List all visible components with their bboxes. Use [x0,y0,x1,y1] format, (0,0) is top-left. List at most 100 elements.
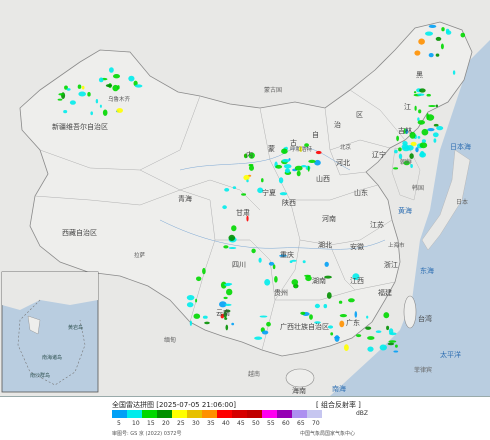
inset-dashed-line [17,299,86,386]
radar-echo [259,315,268,318]
radar-echo [220,313,224,319]
radar-echo [419,88,426,93]
label-neimenggu-5: 治 [334,121,341,129]
radar-echo [299,146,303,152]
radar-echo [78,91,86,97]
radar-echo [202,267,206,275]
radar-echo [246,179,249,183]
legend-swatch [202,410,217,418]
radar-echo [296,170,301,177]
radar-echo [402,141,408,146]
radar-echo [352,273,360,281]
radar-echo [324,275,332,279]
radar-echo [63,110,68,114]
radar-echo [414,50,421,56]
label-inset-nansha: 南沙群岛 [30,373,51,379]
radar-echo [254,336,263,340]
radar-echo [427,128,435,132]
legend-tick: 40 [222,420,230,427]
radar-echo [338,300,343,304]
label-neimenggu-3: 古 [290,139,297,147]
legend-swatch [172,410,187,418]
radar-echo [219,301,227,308]
hainan-island [285,368,315,388]
label-city-huhehaote: 呼和浩特 [290,147,313,153]
radar-echo [128,75,135,82]
radar-echo [398,147,402,152]
label-jiangsu: 江苏 [370,221,384,229]
legend-swatch [187,410,202,418]
radar-echo [309,314,313,320]
legend-panel [0,396,490,440]
radar-echo [204,321,210,325]
radar-echo [388,340,397,343]
radar-echo [69,100,76,105]
radar-echo [330,332,334,336]
legend-swatch [157,410,172,418]
radar-echo [314,159,321,166]
radar-echo [189,320,192,326]
radar-echo [441,27,445,32]
radar-echo [435,53,440,57]
legend-product[interactable]: [ 组合反射率 ] [316,401,361,409]
map-canvas [0,0,490,396]
radar-echo [264,279,271,286]
radar-echo [348,298,355,303]
radar-echo [231,225,237,232]
radar-echo [339,320,345,328]
radar-echo [421,139,426,143]
radar-echo [95,99,99,104]
radar-echo [419,152,426,158]
legend-tick-labels: 5 10 15 20 25 30 35 40 45 50 55 60 65 70 [112,420,352,428]
label-nanhai: 南海 [332,385,346,393]
radar-echo [428,24,437,28]
legend-swatch [277,410,292,418]
radar-echo [417,93,425,96]
province-borders [34,89,406,351]
radar-echo [433,123,439,127]
radar-echo [246,215,249,222]
label-yuenan: 越南 [248,371,261,378]
radar-echo [195,298,198,303]
radar-echo [291,259,297,262]
label-hunan: 湖南 [312,277,326,285]
radar-echo [365,326,372,330]
label-guangxi: 广西壮族自治区 [280,323,329,331]
label-neimenggu-6: 区 [356,111,363,119]
radar-echo [452,70,456,75]
label-xinjiang: 新疆维吾尔自治区 [52,123,108,131]
radar-echo [393,350,399,353]
japan-land [421,149,471,251]
radar-echo [113,74,120,79]
radar-echo [294,165,303,171]
legend-swatch [247,410,262,418]
radar-echo [261,330,269,335]
radar-map[interactable]: 新疆维吾尔自治区 西藏自治区 青海 内 蒙 古 自 治 区 黑 江 吉林 辽宁 … [0,0,490,396]
radar-echo [375,330,382,334]
radar-echo [272,264,276,270]
radar-echo [367,336,375,340]
label-zhejiang: 浙江 [384,261,398,269]
legend-tick: 45 [237,420,245,427]
radar-echo [248,152,255,159]
radar-echo [57,98,63,101]
radar-echo [409,131,416,139]
radar-echo [440,43,444,50]
radar-echo [223,245,229,249]
radar-echo [279,254,287,257]
radar-echo [291,279,299,286]
china-outline [19,21,473,357]
radar-echo [268,261,275,266]
radar-echo [315,150,322,155]
radar-echo [419,142,428,149]
radar-echo [109,67,114,73]
label-heilongjiang-2: 江 [404,103,411,111]
label-guangdong: 广东 [346,319,360,327]
radar-echo [383,312,390,319]
label-inset-nanhai-islands: 南海诸岛 [42,355,63,361]
radar-echo [186,295,195,301]
radar-echo [307,165,310,172]
legend-review-number: 审图号: GS 京 (2022) 0372号 [112,431,182,437]
radar-echo [251,248,256,254]
radar-echo [460,32,466,38]
